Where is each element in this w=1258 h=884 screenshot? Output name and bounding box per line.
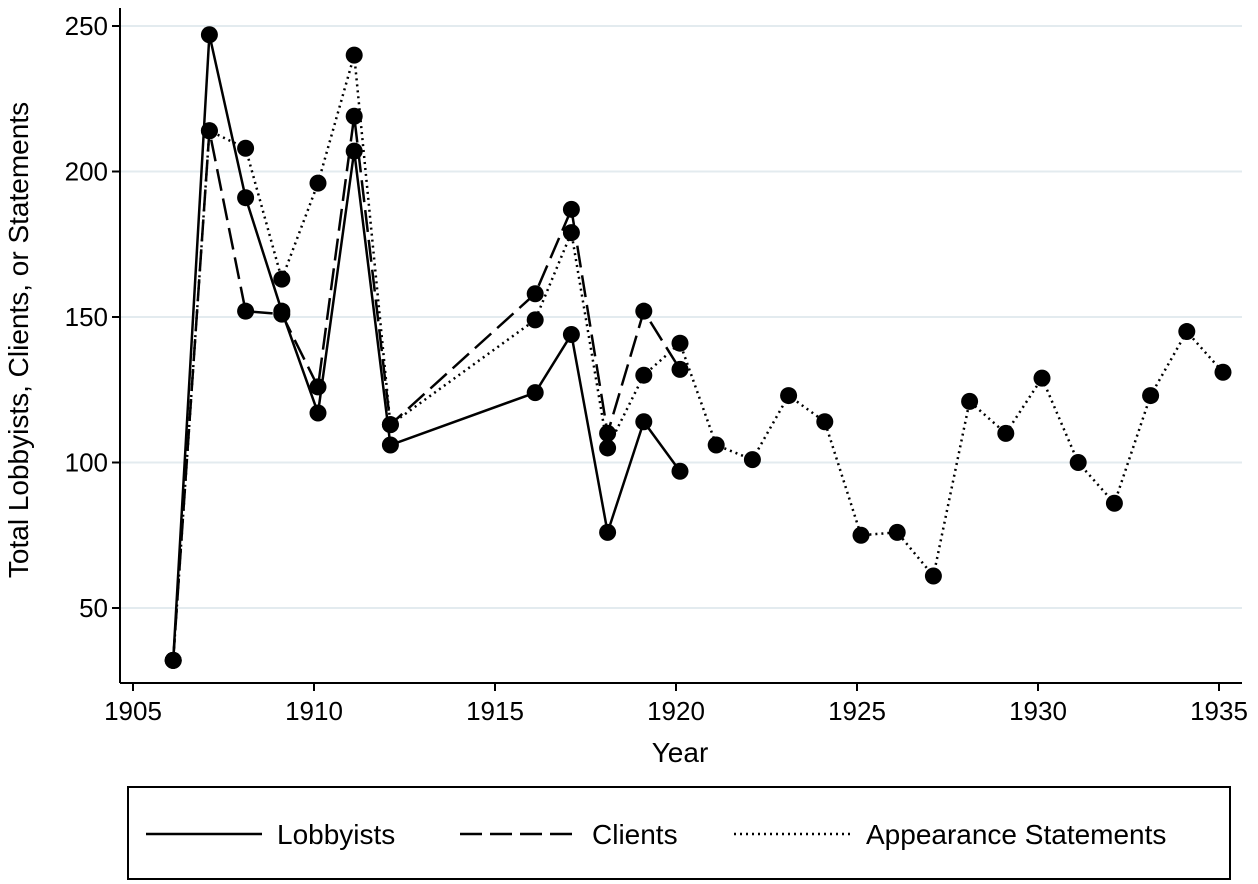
- data-point-clients: [345, 107, 363, 125]
- data-point-lobbyists: [635, 413, 653, 431]
- legend: Lobbyists Clients Appearance Statements: [127, 786, 1231, 880]
- data-point-appearance-statements: [888, 523, 906, 541]
- y-tick-label: 100: [65, 448, 108, 478]
- data-point-lobbyists: [200, 26, 218, 44]
- data-point-appearance-statements: [997, 424, 1015, 442]
- data-point-lobbyists: [237, 189, 255, 207]
- data-point-lobbyists: [345, 142, 363, 160]
- data-point-lobbyists: [599, 523, 617, 541]
- legend-label-clients: Clients: [592, 819, 678, 850]
- data-point-clients: [237, 302, 255, 320]
- data-point-appearance-statements: [852, 526, 870, 544]
- data-point-appearance-statements: [309, 174, 327, 192]
- axes: 50 100 150 200 250 1905 1910 1915 1920 1925 1930 19…: [65, 8, 1248, 726]
- data-point-appearance-statements: [816, 413, 834, 431]
- data-point-appearance-statements: [780, 387, 798, 405]
- y-axis-label: Total Lobbyists, Clients, or Statements: [3, 102, 34, 578]
- y-tick-label: 150: [65, 302, 108, 332]
- legend-label-appearance-statements: Appearance Statements: [866, 819, 1166, 850]
- data-point-clients: [309, 378, 327, 396]
- data-point-clients: [599, 424, 617, 442]
- x-tick-label: 1905: [104, 696, 162, 726]
- y-tick-label: 200: [65, 157, 108, 187]
- data-point-clients: [671, 360, 689, 378]
- data-point-appearance-statements: [345, 46, 363, 64]
- data-point-lobbyists: [526, 384, 544, 402]
- data-point-appearance-statements: [1069, 454, 1087, 471]
- data-point-appearance-statements: [381, 416, 399, 434]
- data-point-appearance-statements: [743, 451, 761, 469]
- data-point-appearance-statements: [1105, 494, 1123, 512]
- data-point-appearance-statements: [635, 366, 653, 384]
- data-point-appearance-statements: [1033, 369, 1051, 387]
- x-tick-label: 1935: [1190, 696, 1248, 726]
- data-point-lobbyists: [381, 436, 399, 454]
- data-point-appearance-statements: [526, 311, 544, 329]
- data-point-appearance-statements: [707, 436, 725, 454]
- y-tick-label: 250: [65, 11, 108, 41]
- x-tick-label: 1920: [647, 696, 705, 726]
- x-tick-label: 1930: [1009, 696, 1067, 726]
- data-point-lobbyists: [309, 404, 327, 422]
- legend-box: [127, 786, 1231, 880]
- legend-label-lobbyists: Lobbyists: [277, 819, 395, 850]
- data-point-clients: [635, 302, 653, 320]
- x-axis-label: Year: [652, 737, 709, 768]
- series-line-clients: [171, 116, 682, 661]
- data-point-appearance-statements: [1142, 387, 1160, 405]
- data-point-appearance-statements: [273, 270, 291, 288]
- data-point-clients: [273, 305, 291, 323]
- series-line-lobbyists: [171, 34, 682, 661]
- data-point-clients: [526, 285, 544, 303]
- data-point-clients: [562, 200, 580, 218]
- data-point-lobbyists: [562, 325, 580, 343]
- data-point-appearance-statements: [1178, 323, 1196, 341]
- data-point-appearance-statements: [562, 224, 580, 242]
- data-point-appearance-statements: [671, 334, 689, 352]
- x-tick-label: 1915: [466, 696, 524, 726]
- data-point-lobbyists: [671, 462, 689, 480]
- data-point-appearance-statements: [237, 139, 255, 157]
- x-tick-label: 1925: [828, 696, 886, 726]
- data-points: [164, 26, 1232, 669]
- data-point-appearance-statements: [200, 122, 218, 140]
- x-tick-label: 1910: [285, 696, 343, 726]
- data-point-appearance-statements: [924, 567, 942, 585]
- data-point-appearance-statements: [599, 439, 617, 457]
- data-point-appearance-statements: [1214, 363, 1232, 381]
- data-point-appearance-statements: [164, 651, 182, 669]
- data-point-appearance-statements: [961, 392, 979, 410]
- y-tick-label: 50: [79, 593, 108, 623]
